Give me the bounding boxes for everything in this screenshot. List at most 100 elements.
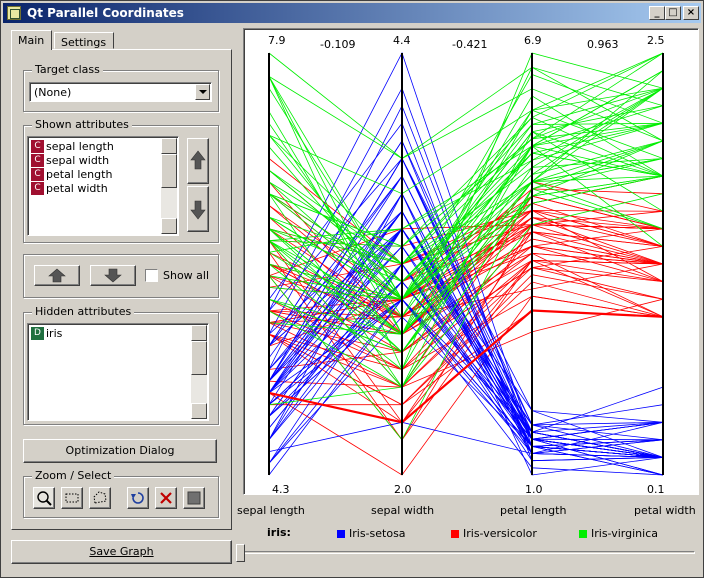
axis-max-label: 6.9 bbox=[524, 34, 542, 47]
scroll-up-icon[interactable] bbox=[191, 325, 207, 341]
parallel-coordinates-canvas[interactable]: 7.9 4.4 6.9 2.5 -0.109 -0.421 0.963 4.3 … bbox=[243, 28, 699, 496]
data-line bbox=[268, 175, 664, 458]
data-line bbox=[268, 131, 664, 300]
rect-select-button[interactable] bbox=[61, 487, 83, 509]
legend-label: Iris-virginica bbox=[591, 527, 658, 540]
hidden-attributes-scrollbar[interactable] bbox=[191, 325, 207, 419]
correlation-label: -0.109 bbox=[320, 38, 356, 51]
data-line bbox=[268, 158, 664, 353]
continuous-attribute-icon: C bbox=[31, 168, 44, 181]
axis-min-label: 2.0 bbox=[394, 483, 412, 496]
data-line bbox=[268, 66, 664, 159]
data-line bbox=[268, 52, 664, 247]
polygon-select-button[interactable] bbox=[89, 487, 111, 509]
square-icon bbox=[187, 491, 201, 505]
target-class-group: Target class (None) bbox=[23, 63, 219, 112]
legend-title: iris: bbox=[267, 526, 291, 539]
zoom-select-label: Zoom / Select bbox=[32, 469, 115, 482]
zoom-select-group: Zoom / Select bbox=[23, 469, 219, 518]
close-icon: × bbox=[686, 7, 696, 18]
hide-attribute-button[interactable] bbox=[90, 265, 136, 286]
data-line bbox=[268, 140, 664, 335]
data-line bbox=[268, 116, 664, 265]
data-line bbox=[268, 298, 664, 476]
correlation-label: 0.963 bbox=[587, 38, 619, 51]
show-all-label: Show all bbox=[163, 269, 210, 282]
zoom-tool-button[interactable] bbox=[33, 487, 55, 509]
data-line bbox=[268, 188, 664, 441]
optimization-dialog-label: Optimization Dialog bbox=[65, 444, 175, 457]
optimization-dialog-button[interactable]: Optimization Dialog bbox=[23, 439, 217, 463]
shown-attributes-label: Shown attributes bbox=[32, 118, 132, 131]
close-button[interactable]: × bbox=[683, 6, 699, 20]
scroll-down-icon[interactable] bbox=[161, 218, 177, 234]
scroll-thumb[interactable] bbox=[191, 341, 207, 375]
legend-label: Iris-versicolor bbox=[463, 527, 537, 540]
parallel-coordinates-plot[interactable] bbox=[244, 29, 698, 494]
tab-settings[interactable]: Settings bbox=[54, 32, 114, 49]
legend-swatch-virginica bbox=[579, 530, 587, 538]
arrow-up-icon bbox=[48, 268, 66, 283]
axis-max-label: 7.9 bbox=[268, 34, 286, 47]
data-line bbox=[268, 245, 664, 458]
scroll-down-icon[interactable] bbox=[191, 403, 207, 419]
data-line bbox=[268, 158, 664, 388]
title-bar[interactable]: Qt Parallel Coordinates _ □ × bbox=[3, 3, 701, 23]
data-line bbox=[268, 192, 664, 476]
attribute-name: petal length bbox=[46, 168, 113, 181]
remove-selection-button[interactable] bbox=[155, 487, 177, 509]
save-graph-button[interactable]: Save Graph bbox=[11, 540, 232, 564]
shown-attributes-scrollbar[interactable] bbox=[161, 138, 177, 234]
remove-icon bbox=[160, 492, 172, 504]
target-class-select[interactable]: (None) bbox=[29, 82, 212, 102]
minimize-button[interactable]: _ bbox=[649, 6, 665, 20]
send-selection-button[interactable] bbox=[183, 487, 205, 509]
move-up-button[interactable] bbox=[187, 138, 209, 184]
data-line bbox=[268, 280, 664, 458]
data-line bbox=[268, 122, 664, 462]
data-line bbox=[268, 175, 664, 300]
axis-max-label: 4.4 bbox=[393, 34, 411, 47]
maximize-button[interactable]: □ bbox=[665, 6, 681, 20]
undo-icon bbox=[131, 492, 144, 504]
undo-selection-button[interactable] bbox=[127, 487, 149, 509]
data-line bbox=[268, 140, 664, 300]
attribute-name: sepal length bbox=[46, 140, 114, 153]
data-line bbox=[268, 238, 664, 318]
continuous-attribute-icon: C bbox=[31, 154, 44, 167]
target-class-label: Target class bbox=[32, 63, 103, 76]
slider-handle[interactable] bbox=[236, 544, 245, 562]
move-down-button[interactable] bbox=[187, 186, 209, 232]
legend-swatch-setosa bbox=[337, 530, 345, 538]
correlation-label: -0.421 bbox=[452, 38, 488, 51]
axis-min-label: 0.1 bbox=[647, 483, 665, 496]
axis-min-label: 1.0 bbox=[525, 483, 543, 496]
scroll-up-icon[interactable] bbox=[161, 138, 177, 154]
tab-main[interactable]: Main bbox=[11, 30, 52, 50]
attribute-name: sepal width bbox=[46, 154, 110, 167]
axis-name-label: sepal length bbox=[237, 504, 305, 517]
axis-name-label: petal length bbox=[500, 504, 567, 517]
chevron-down-icon[interactable] bbox=[195, 84, 210, 100]
scroll-thumb[interactable] bbox=[161, 154, 177, 188]
data-line bbox=[268, 298, 664, 388]
axis-name-label: petal width bbox=[634, 504, 696, 517]
target-class-value: (None) bbox=[34, 86, 72, 99]
data-line bbox=[268, 263, 664, 464]
data-line bbox=[268, 175, 664, 300]
slider-track[interactable] bbox=[239, 551, 695, 554]
show-all-checkbox[interactable] bbox=[145, 269, 158, 282]
arrow-up-icon bbox=[190, 150, 206, 170]
attribute-name: iris bbox=[46, 327, 63, 340]
show-attribute-button[interactable] bbox=[34, 265, 80, 286]
